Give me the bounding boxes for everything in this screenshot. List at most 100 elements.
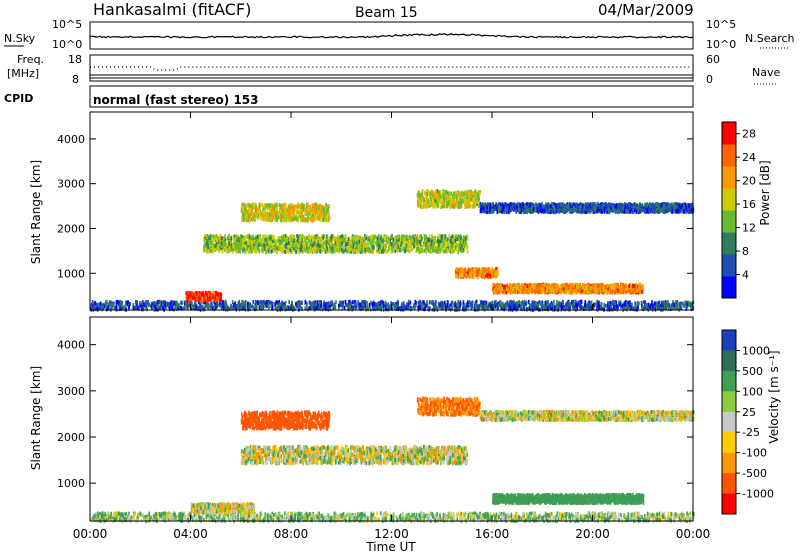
echo-cell xyxy=(248,216,251,221)
echo-cell xyxy=(351,300,354,305)
echo-cell xyxy=(436,306,439,311)
echo-cell xyxy=(555,303,558,308)
echo-cell xyxy=(354,301,357,306)
echo-cell xyxy=(505,305,507,310)
echo-cell xyxy=(241,299,243,304)
echo-cell xyxy=(358,248,361,253)
echo-cell xyxy=(227,246,229,251)
echo-cell xyxy=(286,239,289,244)
echo-cell xyxy=(594,302,597,307)
echo-cell xyxy=(319,210,321,215)
echo-cell xyxy=(301,208,303,213)
echo-cell xyxy=(303,247,306,252)
echo-cell xyxy=(392,244,394,249)
echo-cell xyxy=(540,301,543,306)
echo-cell xyxy=(244,304,246,309)
echo-cell xyxy=(117,300,120,305)
echo-cell xyxy=(467,193,470,198)
echo-cell xyxy=(345,236,348,241)
echo-cell xyxy=(464,306,467,311)
echo-cell xyxy=(295,204,298,209)
echo-cell xyxy=(432,190,434,195)
echo-cell xyxy=(232,243,235,248)
echo-cell xyxy=(296,242,299,247)
echo-cell xyxy=(120,303,123,308)
echo-cell xyxy=(250,249,253,254)
echo-cell xyxy=(164,302,166,307)
echo-cell xyxy=(426,299,428,304)
echo-cell xyxy=(640,300,643,305)
echo-cell xyxy=(435,199,438,204)
echo-cell xyxy=(254,246,256,251)
echo-cell xyxy=(425,189,428,194)
echo-cell xyxy=(377,243,380,248)
echo-cell xyxy=(509,306,512,311)
echo-cell xyxy=(290,243,293,248)
echo-cell xyxy=(392,238,395,243)
echo-cell xyxy=(492,303,494,308)
echo-cell xyxy=(280,217,282,222)
echo-cell xyxy=(330,300,333,305)
echo-cell xyxy=(468,300,471,305)
echo-cell xyxy=(263,210,265,215)
echo-cell xyxy=(255,303,258,308)
echo-cell xyxy=(376,304,378,309)
echo-cell xyxy=(200,292,203,297)
echo-cell xyxy=(391,306,393,311)
echo-cell xyxy=(262,207,264,212)
echo-cell xyxy=(154,304,156,309)
echo-cell xyxy=(427,237,430,242)
echo-cell xyxy=(263,234,265,239)
echo-cell xyxy=(421,205,424,210)
echo-cell xyxy=(321,247,323,252)
echo-cell xyxy=(253,202,255,207)
echo-cell xyxy=(347,307,350,312)
echo-cell xyxy=(447,200,450,205)
echo-cell xyxy=(411,242,413,247)
echo-cell xyxy=(329,241,332,246)
echo-cell xyxy=(399,245,401,250)
echo-cell xyxy=(232,247,234,252)
echo-cell xyxy=(405,305,408,310)
echo-cell xyxy=(350,241,353,246)
echo-cell xyxy=(105,304,107,309)
echo-cell xyxy=(452,236,455,241)
echo-cell xyxy=(511,303,514,308)
echo-cell xyxy=(483,304,486,309)
echo-cell xyxy=(321,307,324,312)
echo-cell xyxy=(201,296,204,301)
echo-cell xyxy=(254,216,257,221)
echo-cell xyxy=(259,203,262,208)
echo-cell xyxy=(446,242,449,247)
echo-cell xyxy=(301,213,303,218)
echo-cell xyxy=(300,306,303,311)
echo-cell xyxy=(271,238,274,243)
echo-cell xyxy=(494,304,497,309)
echo-cell xyxy=(242,205,244,210)
echo-cell xyxy=(375,307,377,312)
echo-cell xyxy=(261,306,264,311)
echo-cell xyxy=(240,306,242,311)
echo-cell xyxy=(199,306,201,311)
echo-cell xyxy=(183,302,186,307)
echo-cell xyxy=(559,301,561,306)
echo-cell xyxy=(370,249,372,254)
echo-cell xyxy=(290,300,293,305)
echo-cell xyxy=(349,305,352,310)
echo-cell xyxy=(235,249,238,254)
echo-cell xyxy=(205,242,207,247)
echo-cell xyxy=(402,247,404,252)
echo-cell xyxy=(244,203,247,208)
echo-cell xyxy=(212,234,215,239)
echo-cell xyxy=(308,206,310,211)
echo-cell xyxy=(496,306,499,311)
echo-cell xyxy=(206,298,209,303)
echo-cell xyxy=(340,235,342,240)
echo-cell xyxy=(604,303,607,308)
echo-cell xyxy=(305,205,308,210)
echo-cell xyxy=(276,246,279,251)
echo-cell xyxy=(375,240,377,245)
echo-cell xyxy=(558,304,561,309)
echo-cell xyxy=(515,301,518,306)
echo-cell xyxy=(284,249,286,254)
